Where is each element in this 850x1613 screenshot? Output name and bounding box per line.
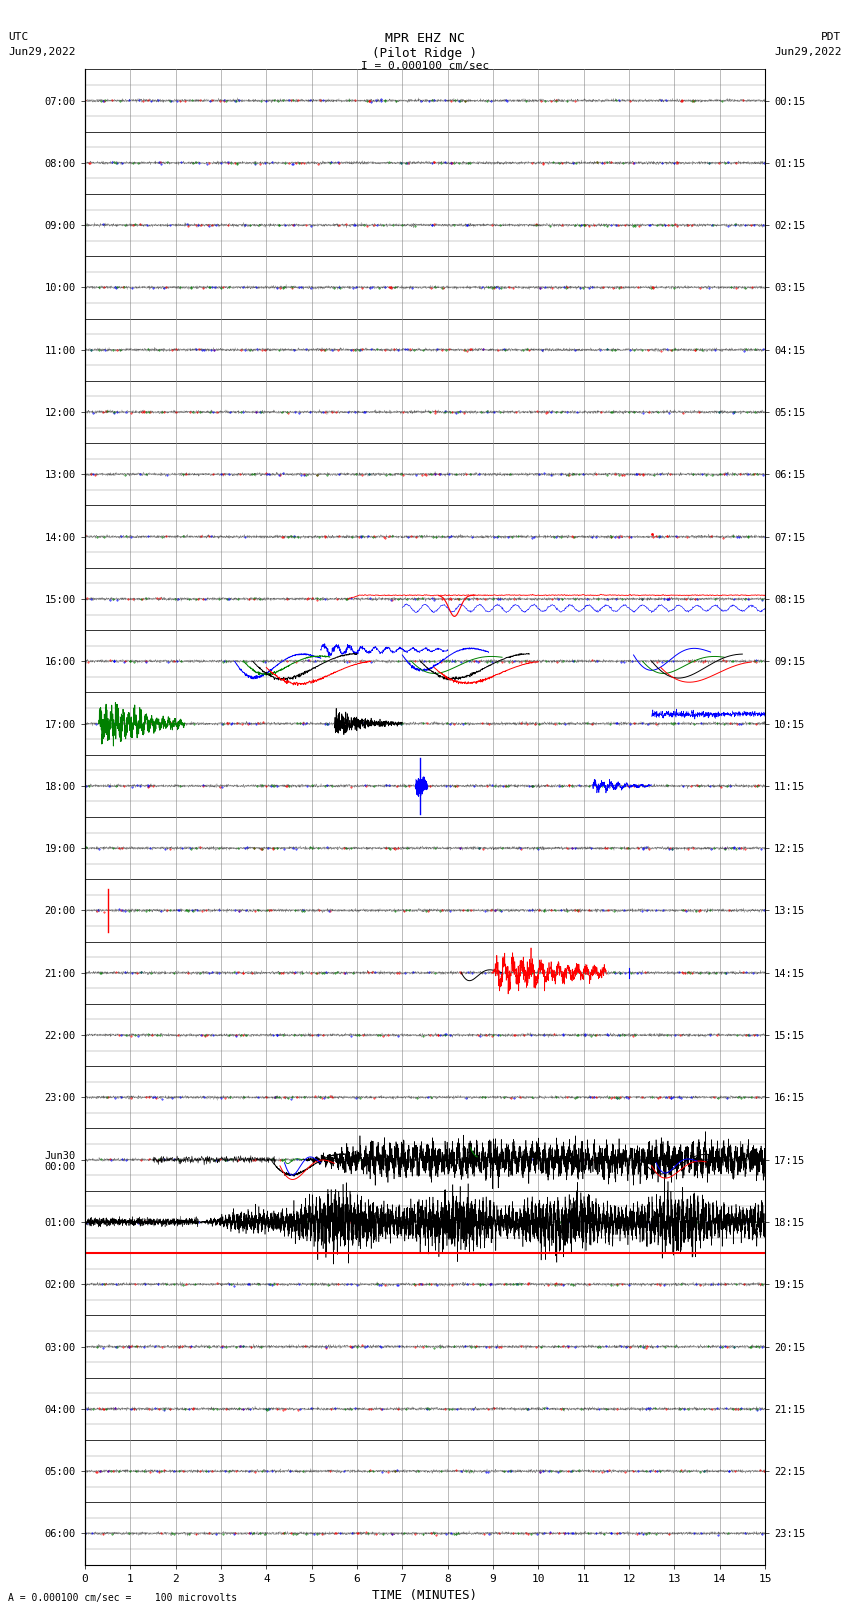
Text: (Pilot Ridge ): (Pilot Ridge ) xyxy=(372,47,478,60)
X-axis label: TIME (MINUTES): TIME (MINUTES) xyxy=(372,1589,478,1602)
Text: A = 0.000100 cm/sec =    100 microvolts: A = 0.000100 cm/sec = 100 microvolts xyxy=(8,1594,238,1603)
Text: UTC: UTC xyxy=(8,32,29,42)
Text: Jun29,2022: Jun29,2022 xyxy=(8,47,76,56)
Text: I = 0.000100 cm/sec: I = 0.000100 cm/sec xyxy=(361,61,489,71)
Text: MPR EHZ NC: MPR EHZ NC xyxy=(385,32,465,45)
Text: Jun29,2022: Jun29,2022 xyxy=(774,47,842,56)
Text: PDT: PDT xyxy=(821,32,842,42)
